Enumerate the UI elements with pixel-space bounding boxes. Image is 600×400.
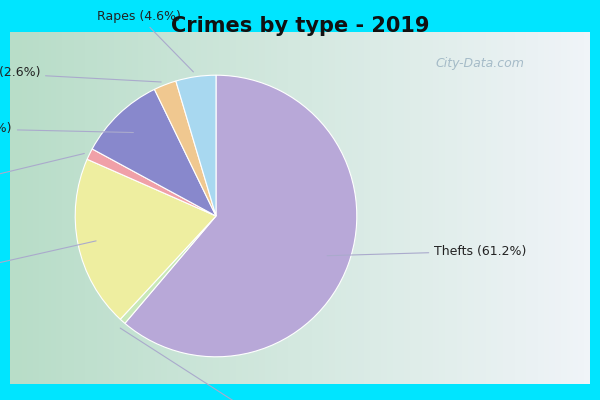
Text: Rapes (4.6%): Rapes (4.6%)	[97, 10, 193, 72]
Text: Auto thefts (2.6%): Auto thefts (2.6%)	[0, 66, 161, 82]
Text: Assaults (9.9%): Assaults (9.9%)	[0, 122, 133, 135]
Wedge shape	[92, 89, 216, 216]
Text: Thefts (61.2%): Thefts (61.2%)	[327, 245, 527, 258]
Text: Murders (0.7%): Murders (0.7%)	[120, 328, 334, 400]
Text: Arson (1.3%): Arson (1.3%)	[0, 154, 85, 192]
Wedge shape	[125, 75, 357, 357]
Wedge shape	[75, 159, 216, 319]
Wedge shape	[154, 81, 216, 216]
Wedge shape	[176, 75, 216, 216]
Wedge shape	[120, 216, 216, 323]
Wedge shape	[87, 149, 216, 216]
Text: Crimes by type - 2019: Crimes by type - 2019	[171, 16, 429, 36]
Text: Burglaries (19.7%): Burglaries (19.7%)	[0, 241, 96, 286]
Text: City-Data.com: City-Data.com	[436, 58, 524, 70]
